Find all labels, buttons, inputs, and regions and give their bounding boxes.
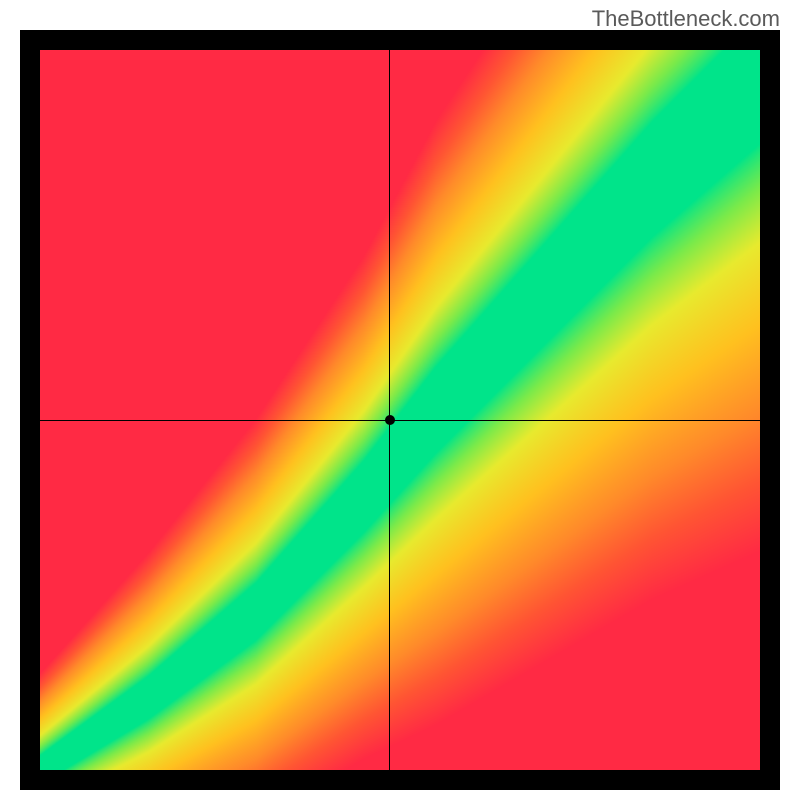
- crosshair-vertical: [389, 50, 390, 770]
- watermark-text: TheBottleneck.com: [592, 6, 780, 32]
- crosshair-horizontal: [40, 420, 760, 421]
- heatmap-canvas: [40, 50, 760, 770]
- marker-dot: [385, 415, 395, 425]
- chart-container: TheBottleneck.com: [0, 0, 800, 800]
